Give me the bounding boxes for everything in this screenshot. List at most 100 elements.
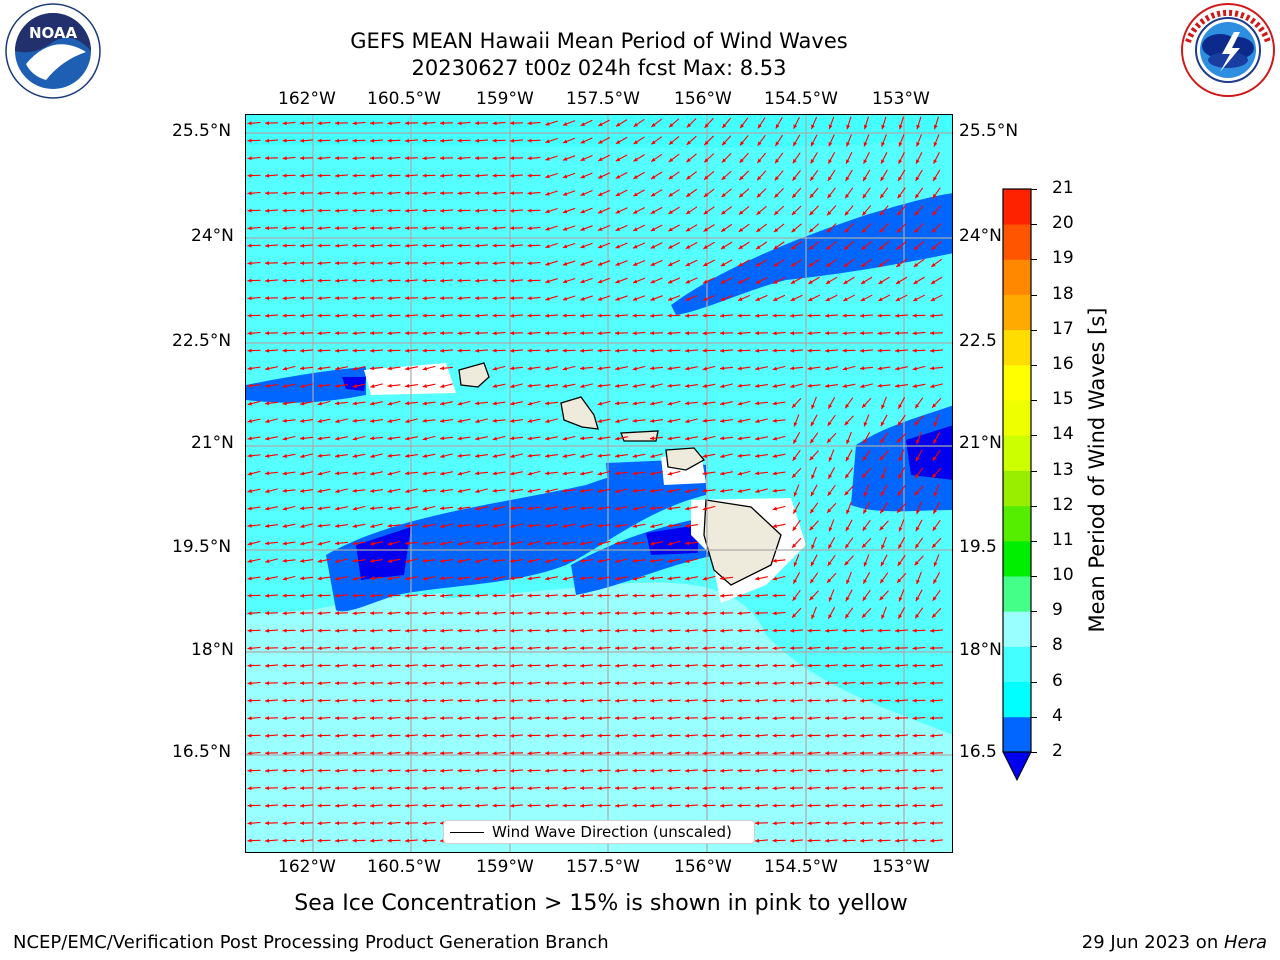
colorbar-label: Mean Period of Wind Waves [s] <box>1085 307 1109 633</box>
map-panel[interactable] <box>245 114 953 853</box>
wind-wave-arrowhead <box>300 436 305 441</box>
wind-wave-arrowhead <box>370 261 375 266</box>
wind-wave-arrowhead <box>370 296 375 301</box>
wind-wave-arrowhead <box>825 331 830 336</box>
wind-wave-arrowhead <box>737 786 742 791</box>
colorbar-tick-label: 18 <box>1052 283 1074 304</box>
wind-wave-arrowhead <box>527 208 532 213</box>
wind-wave-arrowhead <box>317 751 322 756</box>
branch-credit: NCEP/EMC/Verification Post Processing Pr… <box>13 932 609 953</box>
wind-wave-arrowhead <box>668 244 673 249</box>
wind-wave-arrowhead <box>597 698 602 703</box>
wind-wave-arrowhead <box>510 698 515 703</box>
wind-wave-arrowhead <box>457 698 462 703</box>
wind-wave-arrowhead <box>793 562 798 567</box>
wind-wave-arrowhead <box>370 173 375 178</box>
wind-wave-arrowhead <box>457 663 462 668</box>
wind-wave-arrowhead <box>667 751 672 756</box>
colorbar-segment <box>1003 364 1031 401</box>
wind-wave-arrowhead <box>772 576 778 581</box>
wind-wave-arrowhead <box>317 786 322 791</box>
colorbar-tick-label: 15 <box>1052 389 1074 410</box>
wind-wave-arrowhead <box>370 348 375 353</box>
wind-wave-arrowhead <box>387 628 392 633</box>
wind-wave-arrowhead <box>772 506 778 511</box>
wind-wave-arrowhead <box>457 768 462 773</box>
wind-wave-arrowhead <box>632 733 637 738</box>
wind-wave-arrowhead <box>772 611 777 616</box>
wind-wave-arrowhead <box>755 646 760 651</box>
wind-wave-arrowhead <box>615 698 620 703</box>
wind-wave-arrowhead <box>317 838 322 843</box>
wind-wave-arrowhead <box>405 559 410 564</box>
wind-wave-arrowhead <box>881 159 885 164</box>
wind-wave-arrowhead <box>632 558 637 563</box>
wind-wave-arrowhead <box>510 173 515 178</box>
wind-wave-arrowhead <box>510 226 515 231</box>
wind-wave-arrowhead <box>772 454 777 458</box>
wind-wave-arrowhead <box>492 471 497 476</box>
wind-wave-arrowhead <box>895 803 900 808</box>
wind-wave-arrowhead <box>773 228 779 233</box>
wind-wave-arrowhead <box>737 751 742 756</box>
wind-wave-arrowhead <box>457 348 462 353</box>
wind-wave-arrowhead <box>405 261 410 266</box>
wind-wave-arrowhead <box>387 786 392 791</box>
wind-wave-arrowhead <box>772 821 777 826</box>
wind-wave-arrowhead <box>933 509 938 514</box>
wind-wave-arrowhead <box>387 471 393 476</box>
wind-wave-arrowhead <box>650 297 655 301</box>
wind-wave-arrowhead <box>510 156 515 161</box>
wind-wave-arrowhead <box>335 436 340 441</box>
wind-wave-arrowhead <box>457 453 462 458</box>
wind-wave-arrowhead <box>720 681 725 686</box>
wind-wave-arrowhead <box>737 471 743 476</box>
wind-wave-arrowhead <box>457 716 462 721</box>
wind-wave-arrowhead <box>440 191 445 196</box>
wind-wave-arrowhead <box>370 558 375 563</box>
wind-wave-arrowhead <box>738 279 743 284</box>
wind-wave-arrowhead <box>457 401 463 406</box>
wind-wave-arrowhead <box>615 733 620 738</box>
wind-wave-arrowhead <box>282 821 287 826</box>
wind-wave-arrowhead <box>773 262 778 267</box>
wind-wave-arrowhead <box>317 506 322 511</box>
wind-wave-arrowhead <box>702 768 707 773</box>
wind-wave-arrowhead <box>737 453 742 458</box>
wind-wave-arrowhead <box>651 175 656 179</box>
wind-wave-arrowhead <box>440 803 445 808</box>
period-band-2-4 <box>671 193 952 315</box>
wind-wave-arrowhead <box>827 508 832 513</box>
wind-wave-arrowhead <box>492 593 497 598</box>
wind-wave-arrowhead <box>317 821 322 826</box>
wind-wave-arrowhead <box>352 803 357 808</box>
wind-wave-arrowhead <box>475 751 480 756</box>
wind-wave-arrowhead <box>405 348 410 353</box>
wind-wave-arrowhead <box>597 628 602 633</box>
wind-wave-arrowhead <box>685 419 690 424</box>
wind-wave-arrowhead <box>510 541 515 546</box>
wind-wave-arrowhead <box>632 279 638 284</box>
wind-wave-arrowhead <box>370 698 375 703</box>
colorbar-segment <box>1003 505 1031 542</box>
wind-wave-arrowhead <box>632 646 637 651</box>
wind-wave-arrowhead <box>721 175 726 180</box>
wind-wave-arrowhead <box>335 138 340 143</box>
wind-wave-arrowhead <box>247 786 252 791</box>
wind-wave-arrowhead <box>247 226 252 231</box>
wind-wave-arrowhead <box>370 366 375 371</box>
wind-wave-arrowhead <box>704 140 709 146</box>
wind-wave-arrowhead <box>422 471 427 476</box>
wind-wave-arrowhead <box>527 698 532 703</box>
wind-wave-arrowhead <box>440 471 445 476</box>
wind-wave-arrowhead <box>845 596 850 602</box>
wind-wave-arrowhead <box>510 663 515 668</box>
wind-wave-arrowhead <box>370 803 375 808</box>
wind-wave-arrowhead <box>702 611 707 616</box>
wind-wave-arrowhead <box>475 453 480 458</box>
wind-wave-arrowhead <box>300 173 305 178</box>
wind-wave-arrowhead <box>370 454 375 459</box>
wind-wave-arrowhead <box>527 523 532 528</box>
wind-wave-arrowhead <box>247 419 252 423</box>
wind-wave-arrowhead <box>422 576 428 581</box>
